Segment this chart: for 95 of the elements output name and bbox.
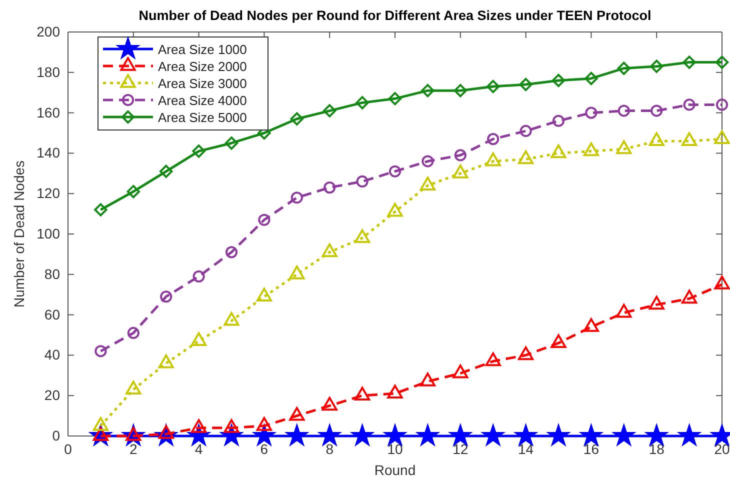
point	[387, 384, 403, 399]
point	[354, 229, 370, 243]
x-tick-label: 12	[452, 440, 468, 457]
point	[191, 419, 207, 433]
point	[648, 296, 664, 310]
point	[92, 417, 108, 431]
point	[388, 92, 402, 106]
x-tick-label: 0	[64, 440, 72, 457]
y-tick-label: 60	[44, 306, 60, 322]
x-tick-label: 4	[194, 440, 203, 457]
point	[127, 326, 140, 340]
y-tick-label: 120	[36, 185, 60, 202]
point	[519, 78, 532, 92]
y-tick-label: 20	[44, 387, 60, 404]
point	[618, 104, 630, 117]
point	[256, 417, 272, 431]
point	[388, 165, 402, 178]
point	[650, 60, 664, 73]
y-tick-label: 180	[36, 64, 60, 80]
point	[650, 104, 663, 117]
point	[584, 72, 598, 86]
point	[192, 144, 206, 158]
point	[191, 332, 207, 346]
y-tick-label: 80	[44, 266, 60, 282]
x-axis-title: Round	[374, 462, 416, 478]
legend-label: Area Size 5000	[158, 110, 247, 125]
point	[552, 74, 566, 88]
point	[454, 149, 466, 162]
y-tick-label: 200	[36, 23, 60, 40]
point	[354, 386, 370, 401]
point	[617, 62, 630, 75]
point	[94, 345, 107, 358]
point	[716, 98, 728, 111]
point	[682, 56, 696, 69]
y-tick-label: 140	[36, 144, 60, 161]
point	[290, 112, 304, 126]
point	[322, 243, 338, 258]
point	[225, 246, 238, 258]
point	[715, 56, 729, 69]
point	[256, 288, 272, 302]
point	[682, 290, 698, 304]
point	[520, 124, 532, 138]
x-tick-label: 14	[518, 440, 534, 457]
point	[160, 290, 172, 303]
x-tick-label: 2	[130, 440, 138, 457]
point	[224, 312, 240, 326]
x-tick-label: 10	[387, 440, 403, 457]
point	[422, 155, 434, 168]
point	[583, 318, 599, 332]
point	[258, 214, 270, 226]
point	[289, 266, 305, 280]
point	[160, 164, 173, 178]
point	[94, 203, 108, 216]
point	[452, 364, 468, 378]
point	[485, 352, 501, 366]
legend-label: Area Size 2000	[158, 59, 247, 74]
point	[585, 106, 598, 119]
point	[224, 419, 240, 433]
point	[486, 80, 500, 94]
x-tick-label: 16	[583, 440, 600, 457]
legend-label: Area Size 1000	[158, 42, 247, 57]
y-tick-label: 40	[44, 346, 60, 363]
point	[552, 114, 565, 127]
legend-label: Area Size 4000	[158, 93, 247, 108]
x-tick-label: 18	[648, 440, 665, 457]
x-tick-label: 6	[260, 440, 268, 457]
point	[356, 96, 369, 110]
point	[289, 406, 305, 421]
point	[518, 346, 534, 360]
point	[616, 304, 632, 318]
point	[290, 192, 303, 204]
legend-label: Area Size 3000	[158, 76, 247, 91]
point	[454, 84, 467, 98]
point	[550, 334, 566, 348]
point	[324, 182, 336, 194]
y-axis-title: Number of Dead Nodes	[11, 160, 27, 308]
point	[683, 98, 696, 111]
point	[420, 372, 436, 386]
point	[126, 184, 140, 198]
x-tick-label: 20	[714, 440, 730, 457]
point	[421, 84, 434, 98]
y-tick-label: 100	[36, 225, 60, 242]
point	[487, 133, 500, 146]
point	[158, 354, 174, 368]
point	[192, 270, 205, 282]
point	[224, 136, 238, 150]
y-tick-label: 0	[52, 427, 60, 444]
point	[126, 380, 142, 394]
point	[714, 276, 730, 290]
point	[323, 104, 336, 118]
point	[356, 175, 368, 188]
x-tick-label: 8	[326, 440, 334, 457]
chart-title: Number of Dead Nodes per Round for Different Area Sizes under TEEN Protocol	[138, 8, 652, 23]
y-tick-label: 160	[36, 104, 60, 120]
point	[322, 396, 338, 411]
